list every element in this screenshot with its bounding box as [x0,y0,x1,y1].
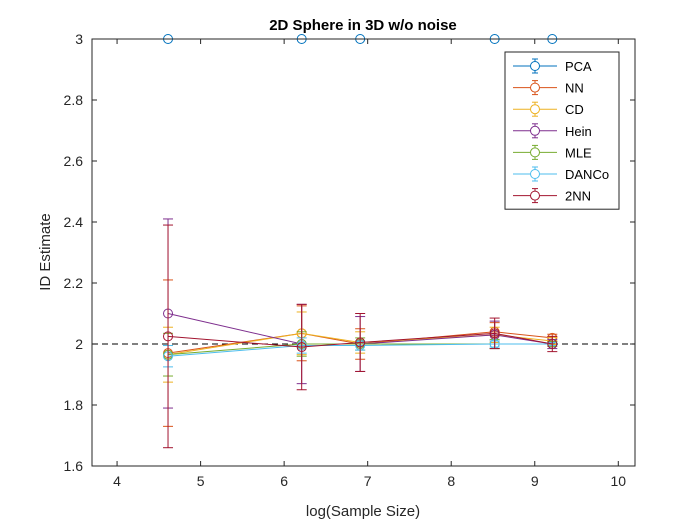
axis-ticks: 4 5 6 7 8 9 10 1.6 1.8 2 2.2 2.4 2.6 2.8 3 [64,31,635,489]
y-axis-label: ID Estimate [37,213,54,291]
legend-label: CD [565,102,584,117]
data-point [296,342,307,353]
y-tick-label: 2 [75,336,83,352]
data-point [547,339,558,349]
legend-item-hein: Hein [513,123,592,139]
legend-label: NN [565,81,584,96]
legend-item-2nn: 2NN [513,188,591,204]
x-tick-label: 5 [197,473,205,489]
legend-label: Hein [565,124,592,139]
legend-marker [530,147,540,158]
legend-marker [530,190,540,201]
legend-label: DANCo [565,167,609,182]
legend: PCA NN CD Hein MLE DANCo 2NN [504,51,620,210]
legend-label: PCA [565,59,592,74]
legend-marker [530,82,540,93]
legend-item-nn: NN [513,80,584,96]
y-tick-label: 2.6 [64,153,84,169]
data-point [163,331,174,342]
x-tick-label: 8 [447,473,455,489]
legend-marker [530,104,540,115]
legend-item-mle: MLE [513,144,592,160]
legend-label: MLE [565,145,592,160]
legend-marker [530,125,540,136]
series-line [167,332,553,348]
plot-frame [91,38,636,467]
y-tick-label: 3 [75,31,83,47]
legend-marker [530,61,540,71]
x-axis-label: log(Sample Size) [306,503,420,520]
x-tick-label: 10 [611,473,627,489]
legend-item-pca: PCA [513,58,592,74]
data-point [489,328,500,339]
series-group [163,34,558,449]
series-2nn [163,224,558,449]
y-tick-label: 1.8 [64,397,84,413]
x-tick-label: 9 [531,473,539,489]
x-tick-label: 7 [364,473,372,489]
y-tick-label: 2.8 [64,92,84,108]
y-tick-label: 1.6 [64,458,84,474]
x-tick-label: 6 [280,473,288,489]
y-tick-label: 2.2 [64,275,84,291]
data-point [355,337,366,348]
legend-item-danco: DANCo [513,166,609,182]
legend-label: 2NN [565,189,591,204]
chart-title: 2D Sphere in 3D w/o noise [269,17,457,34]
x-tick-label: 4 [113,473,121,489]
legend-item-cd: CD [513,101,584,117]
legend-marker [530,169,540,179]
legend-box [504,51,620,210]
y-tick-label: 2.4 [64,214,84,230]
